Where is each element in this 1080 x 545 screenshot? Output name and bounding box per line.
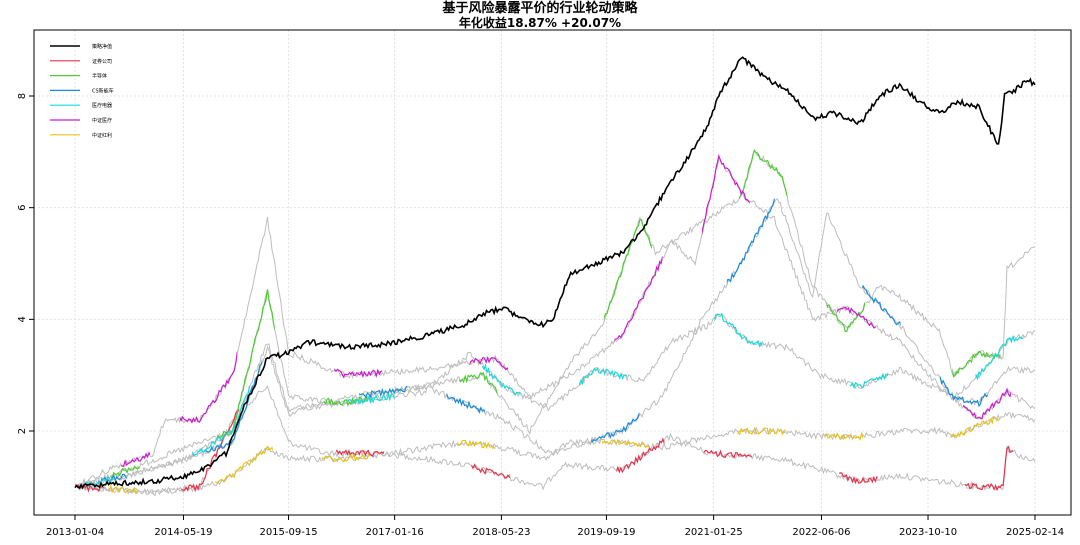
legend-label: 医疗电器 bbox=[92, 102, 112, 109]
x-tick-label: 2017-01-16 bbox=[366, 527, 424, 538]
x-tick-label: 2014-05-19 bbox=[154, 527, 212, 538]
legend-item: 中证医疗 bbox=[50, 117, 112, 124]
legend-label: 中证医疗 bbox=[92, 117, 112, 124]
plot-frame bbox=[33, 29, 1072, 516]
x-tick-label: 2019-09-19 bbox=[577, 527, 635, 538]
legend-label: 中证红利 bbox=[92, 132, 112, 139]
strategy-nav-line bbox=[74, 56, 1036, 490]
x-tick-label: 2015-09-15 bbox=[259, 527, 317, 538]
legend-label: 半导体 bbox=[92, 73, 107, 80]
legend-label: 证券公司 bbox=[92, 58, 112, 65]
series-5-line bbox=[121, 153, 1011, 489]
title-block: 基于风险暴露平价的行业轮动策略 年化收益18.87% +20.07% bbox=[0, 1, 1080, 31]
series-lines bbox=[74, 56, 1036, 497]
legend-item: 策略净值 bbox=[50, 43, 112, 50]
x-tick-label: 2025-02-14 bbox=[1006, 527, 1064, 538]
series-6-background-line bbox=[74, 411, 1036, 496]
legend-item: 医疗电器 bbox=[50, 102, 112, 109]
legend-item: 证券公司 bbox=[50, 58, 112, 65]
series-4-line bbox=[85, 312, 1024, 490]
legend-item: 中证红利 bbox=[50, 132, 112, 139]
y-tick-label: 8 bbox=[17, 93, 28, 99]
legend-label: 策略净值 bbox=[92, 43, 112, 50]
legend-item: CS新能车 bbox=[50, 87, 114, 94]
x-tick-label: 2018-05-23 bbox=[472, 527, 530, 538]
axes: 2013-01-04 2014-05-19 2015-09-15 2017-01-16… bbox=[17, 93, 1064, 538]
series-4-background-line bbox=[74, 312, 1036, 490]
y-tick-label: 2 bbox=[17, 428, 28, 434]
grid-lines bbox=[34, 30, 1071, 515]
x-tick-label: 2023-10-10 bbox=[899, 527, 957, 538]
chart-subtitle: 年化收益18.87% +20.07% bbox=[458, 16, 622, 30]
x-tick-label: 2021-01-25 bbox=[685, 527, 743, 538]
x-tick-label: 2022-06-06 bbox=[792, 527, 850, 538]
y-tick-label: 6 bbox=[17, 204, 28, 210]
legend-item: 半导体 bbox=[50, 73, 107, 80]
series-3-background-line bbox=[74, 198, 1036, 489]
legend-label: CS新能车 bbox=[92, 87, 114, 94]
y-tick-label: 4 bbox=[17, 316, 28, 322]
chart-title: 基于风险暴露平价的行业轮动策略 bbox=[442, 1, 638, 16]
background-series bbox=[74, 148, 1036, 496]
series-6-line bbox=[108, 412, 999, 496]
x-tick-label: 2013-01-04 bbox=[46, 527, 104, 538]
